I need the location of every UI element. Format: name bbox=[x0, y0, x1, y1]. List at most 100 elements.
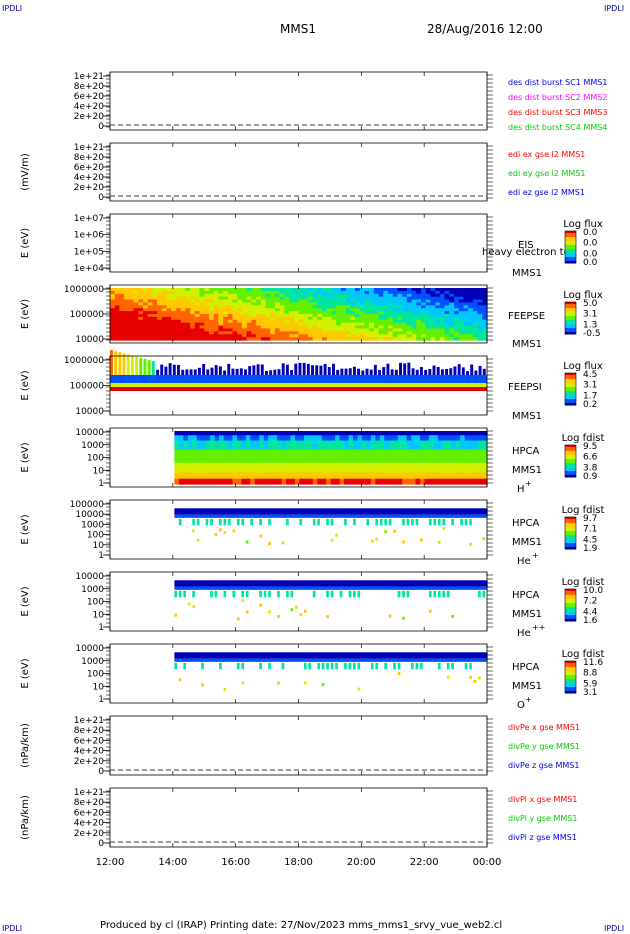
spectrogram-cell bbox=[218, 299, 224, 304]
colorbar-value: 1.9 bbox=[583, 544, 598, 554]
spectrogram-cell bbox=[402, 431, 408, 436]
spectrogram-cell bbox=[245, 478, 251, 485]
spectrogram-cell bbox=[326, 440, 332, 451]
spectrogram-cell bbox=[251, 299, 257, 304]
spectrogram-cell bbox=[469, 542, 472, 546]
spectrogram-cell bbox=[472, 331, 479, 335]
panel-frame bbox=[109, 71, 488, 131]
y-tick-label: 1 bbox=[98, 551, 104, 561]
spectrogram-cell bbox=[407, 362, 411, 375]
spectrogram-cell bbox=[245, 580, 251, 587]
spectrogram-cell bbox=[336, 334, 342, 338]
colorbar-cell bbox=[565, 326, 576, 329]
spectrogram-cell bbox=[210, 652, 216, 659]
y-tick-label: 100000 bbox=[70, 500, 105, 510]
spectrogram-cell bbox=[326, 652, 332, 659]
spectrogram-cell bbox=[474, 370, 478, 375]
spectrogram-cell bbox=[174, 508, 180, 515]
spectrogram-cell bbox=[294, 652, 301, 659]
spectrogram-cell bbox=[227, 472, 234, 480]
spectrogram-cell bbox=[256, 337, 262, 341]
spectrogram-cell bbox=[110, 316, 116, 321]
spectrogram-cell bbox=[237, 331, 243, 335]
spectrogram-cell bbox=[361, 508, 368, 515]
spectrogram-cell bbox=[420, 472, 426, 480]
spectrogram-cell bbox=[430, 308, 436, 312]
spectrogram-cell bbox=[384, 478, 390, 485]
spectrogram-cell bbox=[192, 580, 198, 587]
spectrogram-cell bbox=[199, 319, 205, 324]
spectrogram-cell bbox=[425, 290, 432, 295]
spectrogram-cell bbox=[199, 325, 205, 330]
spectrogram-cell bbox=[223, 431, 229, 436]
spectrogram-cell bbox=[232, 288, 238, 292]
spectrogram-cell bbox=[469, 675, 472, 679]
spectrogram-cell bbox=[350, 337, 356, 341]
spectrogram-cell bbox=[124, 293, 130, 298]
spectrogram-cell bbox=[345, 322, 351, 327]
spectrogram-cell bbox=[244, 369, 247, 375]
spectrogram-cell bbox=[430, 290, 436, 295]
spectrogram-cell bbox=[192, 472, 198, 480]
spectrogram-cell bbox=[428, 518, 432, 526]
spectrogram-cell bbox=[359, 293, 366, 298]
spectrogram-cell bbox=[388, 658, 394, 662]
spectrogram-cell bbox=[194, 311, 201, 315]
spectrogram-cell bbox=[204, 322, 210, 327]
colorbar-value: 0.0 bbox=[583, 228, 598, 238]
probe-label: MMS1 bbox=[512, 537, 542, 548]
spectrogram-cell bbox=[388, 302, 394, 306]
spectrogram-cell bbox=[208, 290, 215, 295]
spectrogram-cell bbox=[348, 431, 354, 436]
spectrogram-cell bbox=[364, 293, 370, 298]
spectrogram-cell bbox=[345, 316, 351, 321]
spectrogram-cell bbox=[455, 580, 461, 587]
spectrogram-cell bbox=[344, 586, 350, 590]
spectrogram-cell bbox=[290, 462, 296, 473]
colorbar-cell bbox=[565, 661, 576, 664]
spectrogram-cell bbox=[350, 299, 356, 304]
spectrogram-cell bbox=[397, 472, 403, 480]
spectrogram-cell bbox=[124, 328, 130, 332]
spectrogram-cell bbox=[185, 322, 191, 327]
spectrogram-cell bbox=[294, 472, 301, 480]
spectrogram-cell bbox=[355, 328, 361, 332]
spectrogram-cell bbox=[392, 325, 399, 330]
spectrogram-cell bbox=[157, 311, 163, 315]
spectrogram-cell bbox=[331, 328, 337, 332]
spectrogram-cell bbox=[303, 652, 309, 659]
spectrogram-cell bbox=[312, 299, 318, 304]
spectrogram-cell bbox=[303, 462, 309, 473]
y-axis-label: E (eV) bbox=[20, 586, 31, 616]
spectrogram-cell bbox=[340, 305, 347, 309]
spectrogram-cell bbox=[110, 314, 116, 318]
spectrogram-cell bbox=[345, 334, 351, 338]
spectrogram-cell bbox=[254, 449, 260, 464]
spectrogram-cell bbox=[397, 662, 401, 670]
spectrogram-cell bbox=[178, 449, 184, 464]
spectrogram-cell bbox=[454, 322, 460, 327]
spectrogram-cell bbox=[373, 311, 380, 315]
spectrogram-cell bbox=[428, 431, 435, 436]
spectrogram-cell bbox=[303, 308, 309, 312]
spectrogram-cell bbox=[435, 334, 441, 338]
spectrogram-cell bbox=[227, 299, 234, 304]
spectrogram-cell bbox=[430, 305, 436, 309]
spectrogram-cell bbox=[339, 580, 345, 587]
spectrogram-cell bbox=[402, 314, 408, 318]
y-tick-label: 10000 bbox=[75, 510, 104, 520]
spectrogram-cell bbox=[430, 319, 436, 324]
spectrogram-cell bbox=[460, 478, 466, 485]
spectrogram-cell bbox=[204, 311, 210, 315]
colorbar-cell bbox=[565, 381, 576, 384]
spectrogram-cell bbox=[336, 293, 342, 298]
spectrogram-cell bbox=[250, 508, 256, 515]
spectrogram-cell bbox=[171, 322, 177, 327]
spectrogram-cell bbox=[350, 334, 356, 338]
spectrogram-cell bbox=[236, 478, 242, 485]
spectrogram-cell bbox=[303, 325, 309, 330]
spectrogram-cell bbox=[359, 316, 366, 321]
spectrogram-cell bbox=[270, 293, 276, 298]
spectrogram-cell bbox=[286, 658, 292, 662]
